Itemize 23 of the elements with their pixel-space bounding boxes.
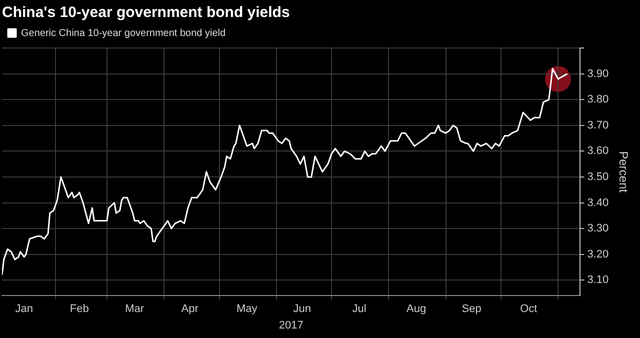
- y-tick-label: 3.60: [587, 145, 609, 158]
- legend-label: Generic China 10-year government bond yield: [21, 28, 226, 39]
- x-tick-label: Oct: [520, 303, 538, 316]
- x-tick-label: May: [236, 303, 258, 316]
- x-tick-label: Aug: [406, 303, 426, 316]
- x-axis-title: 2017: [278, 319, 304, 332]
- y-tick-label: 3.10: [587, 274, 609, 286]
- x-tick-label: Apr: [181, 303, 199, 316]
- y-tick-label: 3.20: [587, 248, 609, 260]
- x-tick-label: Mar: [125, 303, 144, 316]
- y-axis-title: Percent: [616, 151, 630, 194]
- y-tick-label: 3.30: [587, 222, 609, 235]
- x-tick-label: Sep: [462, 303, 482, 316]
- x-tick-label: Jul: [352, 303, 366, 316]
- x-tick-label: Jun: [293, 303, 312, 316]
- x-tick-label: Jan: [15, 303, 33, 316]
- y-tick-label: 3.50: [587, 170, 609, 183]
- y-tick-label: 3.40: [587, 196, 609, 209]
- y-tick-label: 3.70: [587, 119, 609, 132]
- y-tick-label: 3.80: [587, 94, 609, 106]
- y-tick-label: 3.90: [587, 68, 609, 80]
- x-tick-label: Feb: [70, 303, 89, 316]
- chart-title: China's 10-year government bond yields: [2, 4, 290, 22]
